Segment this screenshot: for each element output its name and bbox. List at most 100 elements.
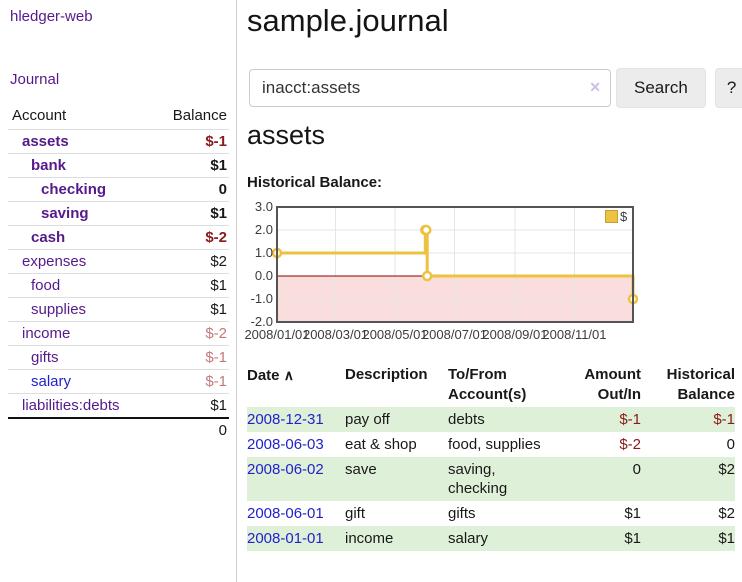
table-row: assets $-1 [8,129,229,154]
x-axis-tick-label: 2008/05/01 [362,327,428,342]
search-form: ✕ Search ? [249,68,742,108]
table-row: expenses $2 [8,249,229,274]
transaction-description: pay off [345,411,390,428]
register-table: Date ∧ Description To/From Account(s) Am… [247,363,735,551]
transaction-balance: $2 [718,461,735,478]
account-balance: $-1 [152,369,229,394]
date-column-header[interactable]: Date ∧ [247,367,294,384]
help-button[interactable]: ? [714,68,742,108]
transaction-date-link[interactable]: 2008-06-03 [247,436,324,453]
sidebar-item-journal[interactable]: Journal [10,71,60,88]
x-axis-tick-label: 2008/01/01 [244,327,310,342]
legend-swatch-icon [605,210,618,223]
legend-label: $ [620,209,628,224]
account-link-food[interactable]: food [31,277,61,294]
transaction-accounts: food, supplies [448,436,541,453]
account-link-bank[interactable]: bank [31,157,67,174]
account-link-checking[interactable]: checking [41,181,107,198]
account-link-saving[interactable]: saving [41,205,89,222]
table-row: supplies $1 [8,297,229,322]
account-balance: $-2 [152,225,229,250]
accounts-total-row: 0 [8,417,229,442]
table-row: income $-2 [8,321,229,346]
account-balance: $1 [152,393,229,419]
table-row: liabilities:debts $1 [8,393,229,419]
table-row: salary $-1 [8,369,229,394]
x-axis-tick-label: 2008/11/01 [542,327,607,342]
table-row: cash $-2 [8,225,229,250]
accounts-column-header: To/From Account(s) [448,366,527,403]
account-balance: $2 [152,249,229,274]
register-row: 2008-06-02 save saving, checking 0 $2 [247,457,735,501]
amount-column-header: Amount Out/In [584,366,641,403]
account-balance-table: Account Balance assets $-1 bank $1 check… [8,103,229,442]
transaction-amount: $1 [624,530,641,547]
search-input-wrap: ✕ [249,69,611,107]
y-axis-tick-label: 3.0 [254,199,273,214]
transaction-description: gift [345,505,366,522]
transaction-balance: $-1 [713,411,735,428]
account-link-gifts[interactable]: gifts [31,349,59,366]
transaction-date-link[interactable]: 2008-12-31 [247,411,324,428]
table-row: saving $1 [8,201,229,226]
chart-heading: Historical Balance: [247,174,383,191]
transaction-description: income [345,530,394,547]
table-row: bank $1 [8,153,229,178]
transaction-date-link[interactable]: 2008-06-02 [247,461,324,478]
table-row: checking 0 [8,177,229,202]
transaction-accounts: gifts [448,505,476,522]
transaction-balance: $1 [718,530,735,547]
account-heading: assets [247,120,326,150]
transaction-amount: $-2 [619,436,641,453]
account-table-header: Account Balance [8,103,229,130]
account-link-liabilities-debts[interactable]: liabilities:debts [22,397,120,414]
sidebar-divider [236,0,237,582]
account-balance: $1 [152,273,229,298]
account-link-assets[interactable]: assets [22,133,69,150]
account-link-salary[interactable]: salary [31,373,72,390]
transaction-accounts: saving, checking [448,461,508,497]
y-axis-tick-label: 0.0 [254,268,273,283]
account-balance: $-1 [152,345,229,370]
x-axis-tick-label: 2008/07/01 [421,327,488,342]
account-link-expenses[interactable]: expenses [22,253,87,270]
page-title: sample.journal [247,3,449,38]
register-row: 2008-12-31 pay off debts $-1 $-1 [247,407,735,432]
account-link-supplies[interactable]: supplies [31,301,87,318]
clear-search-icon[interactable]: ✕ [589,79,601,95]
balance-column-header: Historical Balance [666,366,735,403]
account-balance: $1 [152,153,229,178]
transaction-date-link[interactable]: 2008-06-01 [247,505,324,522]
transaction-date-link[interactable]: 2008-01-01 [247,530,324,547]
y-axis-tick-label: 1.0 [254,245,273,260]
accounts-total-value: 0 [152,417,229,442]
account-balance: $-1 [152,129,229,154]
chart-legend: $ [602,208,631,225]
transaction-balance: $2 [718,505,735,522]
table-row: food $1 [8,273,229,298]
transaction-accounts: debts [448,411,485,428]
description-column-header: Description [345,366,428,383]
transaction-amount: $-1 [619,411,641,428]
x-axis-tick-label: 2008/03/01 [302,327,369,342]
search-input[interactable] [249,69,611,107]
account-balance: $1 [152,297,229,322]
y-axis-tick-label: -1.0 [250,291,273,306]
table-row: gifts $-1 [8,345,229,370]
y-axis-tick-label: 2.0 [254,222,273,237]
account-balance: $-2 [152,321,229,346]
register-row: 2008-06-01 gift gifts $1 $2 [247,501,735,526]
transaction-amount: 0 [632,461,641,478]
register-row: 2008-06-03 eat & shop food, supplies $-2… [247,432,735,457]
app-title-link[interactable]: hledger-web [10,8,93,25]
historical-balance-chart: $ 3.0 2.0 1.0 0.0 -1.0 -2.0 2008/01/01 2008/03/… [240,199,742,350]
sort-ascending-icon: ∧ [283,367,294,383]
search-button[interactable]: Search [616,68,706,108]
historical-balance-chart-svg [271,206,639,323]
y-axis-tick-label: -2.0 [250,314,273,329]
register-header-row: Date ∧ Description To/From Account(s) Am… [247,363,735,407]
account-link-income[interactable]: income [22,325,71,342]
account-balance: $1 [152,201,229,226]
account-link-cash[interactable]: cash [31,229,66,246]
register-row: 2008-01-01 income salary $1 $1 [247,526,735,551]
